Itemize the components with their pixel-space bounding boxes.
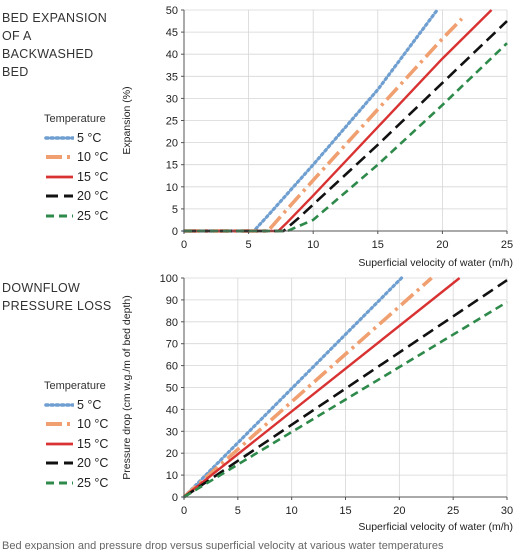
legend-item: 5 °C bbox=[44, 128, 108, 148]
legend-swatch bbox=[46, 481, 73, 485]
panel1-legend: Temperature 5 °C 10 °C 15 °C 20 °C 25 °C bbox=[44, 113, 108, 226]
legend-items: 5 °C 10 °C 15 °C 20 °C 25 °C bbox=[44, 128, 108, 226]
series-line-25c bbox=[183, 300, 508, 499]
x-tick-label: 15 bbox=[339, 505, 351, 517]
panel2-title-line: DOWNFLOW bbox=[2, 281, 81, 295]
y-tick-label: 45 bbox=[166, 27, 178, 39]
series-line-25c bbox=[184, 42, 508, 233]
legend-item: 10 °C bbox=[44, 148, 108, 168]
legend-label: 10 °C bbox=[77, 417, 109, 432]
legend-swatch bbox=[46, 155, 73, 160]
y-tick-label: 5 bbox=[172, 204, 178, 216]
legend-label: 5 °C bbox=[77, 397, 102, 412]
legend-label: 5 °C bbox=[77, 130, 102, 145]
x-tick-label: 30 bbox=[501, 505, 513, 517]
y-tick-label: 60 bbox=[166, 361, 178, 373]
y-tick-label: 50 bbox=[166, 5, 178, 17]
series-line-10c bbox=[184, 17, 464, 233]
figure-caption: Bed expansion and pressure drop versus s… bbox=[2, 540, 444, 550]
x-tick-label: 20 bbox=[393, 505, 405, 517]
x-tick-label: 0 bbox=[181, 239, 187, 251]
legend-swatch bbox=[46, 175, 73, 179]
y-axis-label: Pressure drop (cm w.g./m of bed depth) bbox=[121, 295, 133, 479]
x-tick-label: 10 bbox=[307, 239, 319, 251]
legend-swatch bbox=[46, 461, 73, 465]
y-tick-label: 40 bbox=[166, 49, 178, 61]
legend-swatch bbox=[46, 214, 73, 218]
panel1-title-line: BACKWASHED bbox=[2, 47, 94, 61]
y-tick-label: 30 bbox=[166, 426, 178, 438]
legend-item: 15 °C bbox=[44, 434, 108, 454]
x-tick-label: 20 bbox=[436, 239, 448, 251]
legend-item: 20 °C bbox=[44, 187, 108, 207]
x-tick-label: 5 bbox=[246, 239, 252, 251]
legend-items: 5 °C 10 °C 15 °C 20 °C 25 °C bbox=[44, 395, 108, 493]
y-tick-label: 15 bbox=[166, 160, 178, 172]
legend-item: 5 °C bbox=[44, 395, 108, 415]
y-tick-label: 0 bbox=[172, 226, 178, 238]
panel2-legend: Temperature 5 °C 10 °C 15 °C 20 °C 25 °C bbox=[44, 380, 108, 493]
x-tick-label: 5 bbox=[235, 505, 241, 517]
series-line-5c bbox=[182, 276, 404, 499]
y-tick-label: 0 bbox=[172, 492, 178, 504]
legend-item: 10 °C bbox=[44, 415, 108, 435]
legend-label: 15 °C bbox=[77, 169, 109, 184]
y-tick-label: 20 bbox=[166, 448, 178, 460]
series-line-15c bbox=[183, 277, 461, 498]
x-tick-label: 0 bbox=[181, 505, 187, 517]
panel2-title: DOWNFLOW PRESSURE LOSS bbox=[2, 279, 112, 315]
panel1-title-line: OF A bbox=[2, 29, 32, 43]
legend-swatch bbox=[46, 194, 73, 198]
y-tick-label: 25 bbox=[166, 116, 178, 128]
panel2-title-line: PRESSURE LOSS bbox=[2, 299, 112, 313]
series-line-20c bbox=[183, 279, 508, 499]
y-tick-label: 10 bbox=[166, 182, 178, 194]
legend-label: 20 °C bbox=[77, 189, 109, 204]
y-tick-label: 80 bbox=[166, 317, 178, 329]
x-axis-label: Superficial velocity of water (m/h) bbox=[358, 521, 513, 533]
legend-swatch bbox=[46, 442, 73, 446]
legend-swatch bbox=[44, 135, 74, 140]
legend-title: Temperature bbox=[44, 113, 106, 125]
y-tick-label: 50 bbox=[166, 383, 178, 395]
x-tick-label: 10 bbox=[286, 505, 298, 517]
y-tick-label: 100 bbox=[160, 273, 178, 285]
y-tick-label: 70 bbox=[166, 339, 178, 351]
y-tick-label: 10 bbox=[166, 470, 178, 482]
panel1-title-line: BED bbox=[2, 65, 29, 79]
y-axis-label: Expansion (%) bbox=[121, 86, 133, 154]
bed-expansion-chart: 0 5 10 15 20 25 0 5 10 15 20 25 30 35 40 45 50 Superficia… bbox=[121, 5, 513, 269]
series-line-10c bbox=[182, 276, 433, 499]
x-tick-label: 15 bbox=[372, 239, 384, 251]
panel1-title-line: BED EXPANSION bbox=[2, 11, 108, 25]
legend-swatch bbox=[46, 422, 73, 427]
y-tick-label: 35 bbox=[166, 71, 178, 83]
legend-item: 20 °C bbox=[44, 454, 108, 474]
legend-label: 25 °C bbox=[77, 208, 109, 223]
x-axis-label: Superficial velocity of water (m/h) bbox=[358, 257, 513, 269]
legend-title: Temperature bbox=[44, 380, 106, 392]
y-tick-label: 40 bbox=[166, 404, 178, 416]
legend-swatch bbox=[44, 402, 74, 407]
legend-item: 25 °C bbox=[44, 206, 108, 226]
x-tick-label: 25 bbox=[501, 239, 513, 251]
y-tick-label: 20 bbox=[166, 138, 178, 150]
panel1-title: BED EXPANSION OF A BACKWASHED BED bbox=[2, 9, 107, 81]
x-tick-label: 25 bbox=[447, 505, 459, 517]
legend-item: 15 °C bbox=[44, 167, 108, 187]
y-tick-label: 90 bbox=[166, 295, 178, 307]
legend-label: 10 °C bbox=[77, 150, 109, 165]
legend-item: 25 °C bbox=[44, 473, 108, 493]
legend-label: 15 °C bbox=[77, 436, 109, 451]
legend-label: 20 °C bbox=[77, 456, 109, 471]
legend-label: 25 °C bbox=[77, 475, 109, 490]
y-tick-label: 30 bbox=[166, 93, 178, 105]
